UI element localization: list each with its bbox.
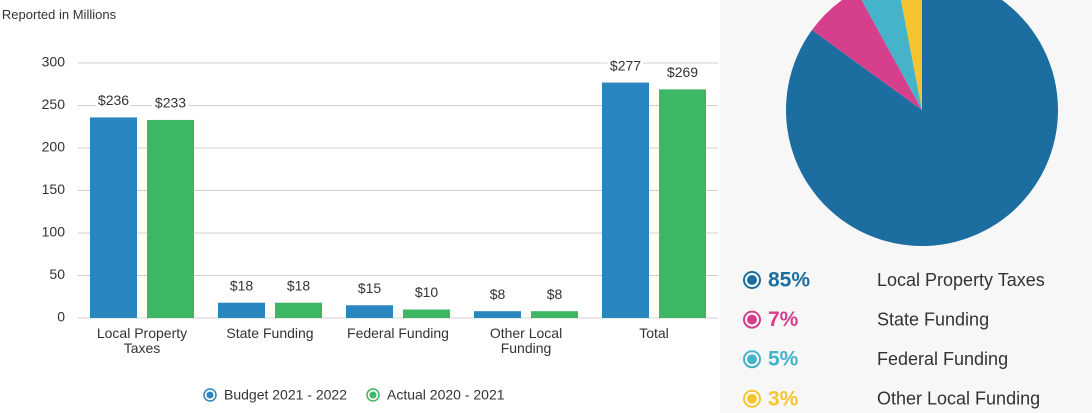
legend-label: Budget 2021 - 2022: [224, 387, 347, 403]
bar: [531, 311, 578, 318]
bar: [147, 119, 194, 318]
data-label: $15: [358, 280, 382, 296]
bar: [90, 117, 137, 319]
legend-marker: [369, 391, 377, 399]
data-label: $233: [155, 95, 186, 111]
data-label: $269: [667, 64, 698, 80]
x-tick-label: Other Local Funding: [489, 325, 563, 356]
legend-percent: 7%: [768, 308, 799, 331]
bar: [218, 302, 265, 318]
legend-label: Local Property Taxes: [877, 270, 1045, 290]
y-tick-label: 150: [42, 181, 66, 197]
pie-slice: [901, 0, 922, 110]
legend-marker: [206, 391, 214, 399]
legend-label: Actual 2020 - 2021: [387, 387, 505, 403]
data-label: $8: [547, 286, 563, 302]
legend-marker: [747, 275, 757, 285]
pie-slice: [786, 0, 1058, 246]
pie-slice: [811, 0, 922, 110]
data-label: $236: [98, 92, 129, 108]
bar: [346, 305, 393, 318]
bar: [275, 302, 322, 318]
legend-percent: 85%: [768, 269, 810, 292]
bar: [474, 311, 521, 318]
y-tick-label: 200: [42, 139, 66, 155]
legend-percent: 5%: [768, 348, 799, 371]
y-tick-label: 50: [49, 266, 65, 282]
y-tick-label: 300: [42, 54, 66, 70]
bar: [602, 82, 649, 318]
legend-label: Federal Funding: [877, 349, 1008, 369]
y-tick-label: 100: [42, 224, 66, 240]
legend-marker: [747, 354, 757, 365]
legend-marker: [747, 393, 757, 404]
x-tick-label: State Funding: [226, 325, 314, 341]
legend-label: State Funding: [877, 309, 989, 329]
legend-marker: [747, 314, 757, 325]
x-tick-label: Federal Funding: [347, 325, 449, 341]
bar: [659, 89, 706, 318]
pie-slice: [861, 0, 922, 110]
x-tick-label: Total: [639, 325, 669, 341]
legend-percent: 3%: [768, 387, 799, 410]
data-label: $277: [610, 57, 641, 73]
data-label: $18: [230, 277, 254, 293]
y-tick-label: 0: [57, 309, 65, 325]
y-tick-label: 250: [42, 96, 66, 112]
data-label: $18: [287, 277, 311, 293]
data-label: $10: [415, 284, 439, 300]
bar: [403, 309, 450, 318]
legend-label: Other Local Funding: [877, 389, 1040, 409]
x-tick-label: Local Property Taxes: [96, 325, 188, 356]
y-axis-title: Reported in Millions: [1, 7, 117, 22]
data-label: $8: [490, 286, 506, 302]
